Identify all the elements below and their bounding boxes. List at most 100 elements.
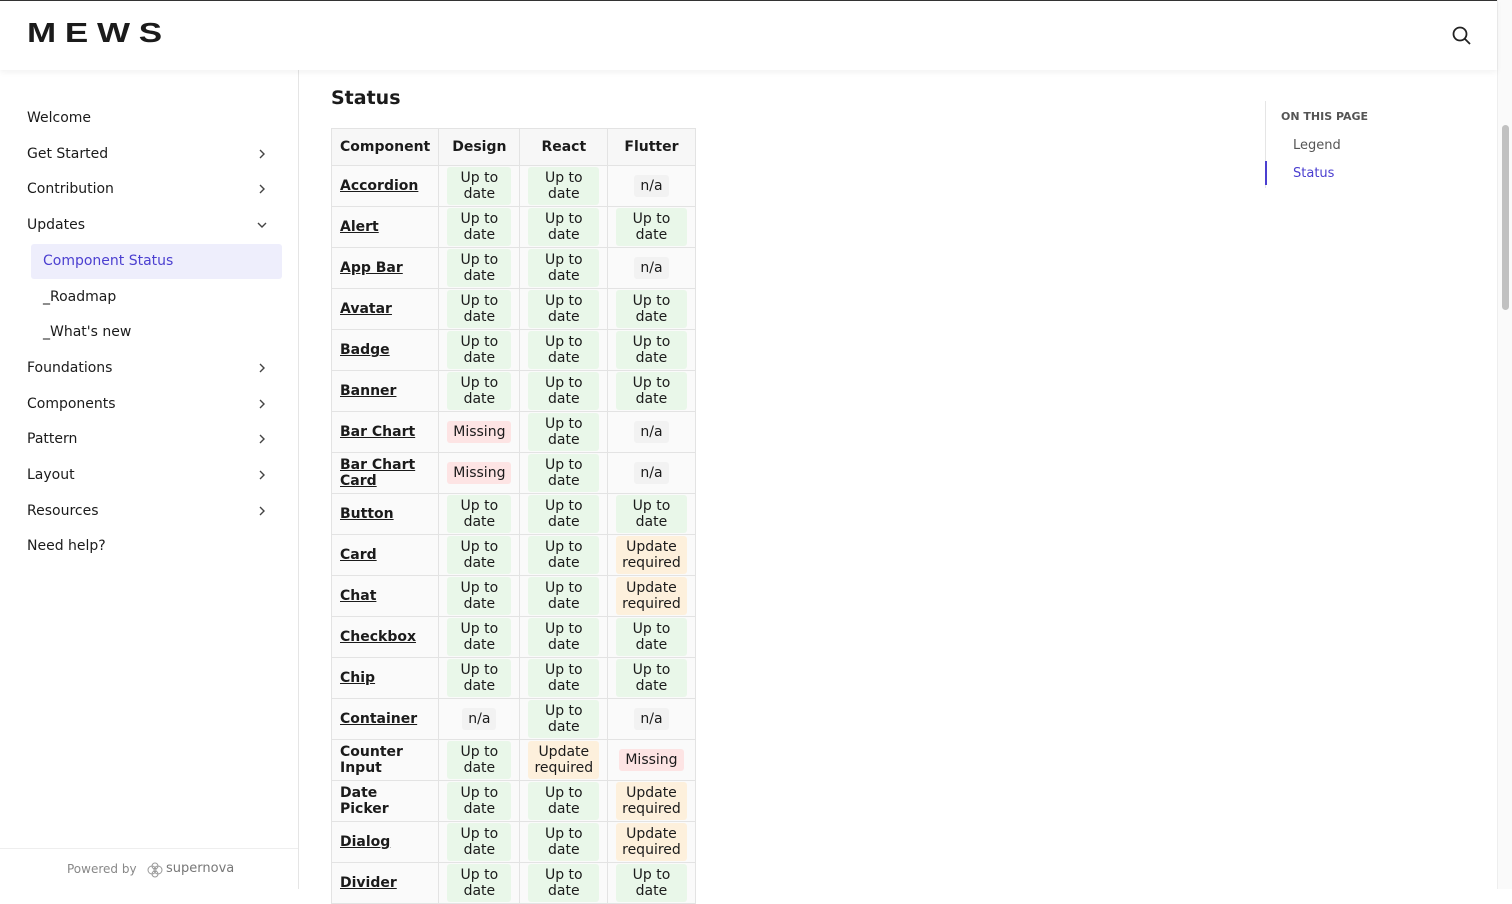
nav-item[interactable]: Pattern [27,422,282,457]
status-pill: Up to date [528,495,600,533]
nav-item[interactable]: Need help? [27,529,282,564]
component-link[interactable]: Alert [340,219,379,235]
nav-item[interactable]: Contribution [27,172,282,207]
status-cell: Up to date [438,165,521,207]
table-row: App Bar Up to date Up to date n/a [330,247,696,289]
status-pill: Up to date [447,659,512,697]
component-name: Counter Input [340,744,403,776]
scroll-thumb[interactable] [1502,125,1509,310]
nav-item[interactable]: _What's new [31,315,282,350]
table-row: Badge Up to date Up to date Up to date [330,329,696,371]
status-pill: Up to date [616,372,687,410]
status-cell: n/a [438,698,521,740]
table-row: Bar Chart Missing Up to date n/a [330,411,696,453]
status-pill: Up to date [447,372,512,410]
status-table: Component Design React Flutter Accordion Up t… [330,128,696,904]
nav-item[interactable]: Resources [27,494,282,529]
status-pill: Up to date [447,495,512,533]
component-cell: App Bar [330,247,440,289]
toc-item[interactable]: Status [1293,166,1335,181]
status-pill: Missing [447,462,512,484]
status-cell: Up to date [519,452,609,494]
nav-label: Welcome [27,110,92,126]
status-pill: Update required [616,577,687,615]
status-cell: Update required [607,780,696,822]
status-pill: Up to date [447,290,512,328]
status-pill: Update required [616,536,687,574]
component-link[interactable]: Avatar [340,301,392,317]
component-cell: Counter Input [330,739,440,781]
component-link[interactable]: Banner [340,383,397,399]
nav-label: Need help? [27,538,106,555]
component-name: Date Picker [340,785,389,817]
status-pill: Up to date [528,618,600,656]
status-pill: Up to date [447,536,512,574]
status-cell: Up to date [438,534,521,576]
nav-label: _What's new [43,324,132,341]
component-link[interactable]: Card [340,547,377,563]
nav-item[interactable]: Updates [27,208,282,243]
status-pill: Missing [447,421,512,443]
component-link[interactable]: Bar Chart [340,424,416,440]
component-cell: Chip [330,657,440,699]
table-row: Divider Up to date Up to date Up to date [330,862,696,904]
component-link[interactable]: Divider [340,875,397,891]
toc-item[interactable]: Legend [1293,138,1341,153]
status-pill: Up to date [447,864,512,902]
table-row: Chat Up to date Up to date Update required [330,575,696,617]
table-row: Card Up to date Up to date Update required [330,534,696,576]
component-link[interactable]: Badge [340,342,390,358]
component-link[interactable]: Accordion [340,178,419,194]
toc-rail [1265,101,1266,188]
component-cell: Bar Chart [330,411,440,453]
status-pill: Up to date [447,741,512,779]
nav-item[interactable]: Component Status [31,243,282,279]
status-cell: Up to date [438,821,521,863]
status-cell: Up to date [519,862,609,904]
component-link[interactable]: Button [340,506,394,522]
status-cell: Up to date [438,616,521,658]
brand[interactable]: supernova [166,861,235,876]
nav-item[interactable]: _Roadmap [31,280,282,315]
search-icon[interactable] [1452,26,1472,46]
component-link[interactable]: Container [340,711,418,727]
nav-item[interactable]: Get Started [27,137,282,172]
component-cell: Bar Chart Card [330,452,440,494]
table-row: Alert Up to date Up to date Up to date [330,206,696,248]
component-cell: Divider [330,862,440,904]
status-pill: Up to date [616,290,687,328]
status-pill: n/a [634,257,669,279]
logo[interactable]: MEWS [27,17,171,48]
nav-item[interactable]: Layout [27,458,282,493]
status-pill: Up to date [447,331,512,369]
nav-item[interactable]: Components [27,387,282,422]
status-pill: Up to date [528,208,600,246]
heading: Status [331,87,401,109]
component-link[interactable]: Chat [340,588,377,604]
nav-item[interactable]: Foundations [27,351,282,386]
sidebar: Powered by supernova Welcome Get Started C… [0,70,299,889]
chevron [257,222,267,229]
status-pill: Up to date [447,618,512,656]
scrollbar[interactable] [1497,0,1512,889]
component-link[interactable]: Dialog [340,834,391,850]
status-cell: Up to date [607,206,696,248]
status-pill: n/a [634,708,669,730]
chevron [259,470,265,480]
status-pill: Up to date [528,577,600,615]
component-link[interactable]: App Bar [340,260,403,276]
component-link[interactable]: Bar Chart Card [340,457,416,489]
component-link[interactable]: Chip [340,670,376,686]
status-pill: n/a [462,708,497,730]
status-pill: Update required [528,741,600,779]
status-pill: Update required [616,782,687,820]
component-link[interactable]: Checkbox [340,629,417,645]
nav-item[interactable]: Welcome [27,101,282,136]
status-pill: Up to date [616,208,687,246]
toc-title: ON THIS PAGE [1281,110,1369,123]
status-cell: Missing [438,452,521,494]
status-cell: Up to date [438,288,521,330]
status-cell: Up to date [607,657,696,699]
status-pill: Up to date [528,454,600,492]
status-pill: Up to date [447,823,512,861]
